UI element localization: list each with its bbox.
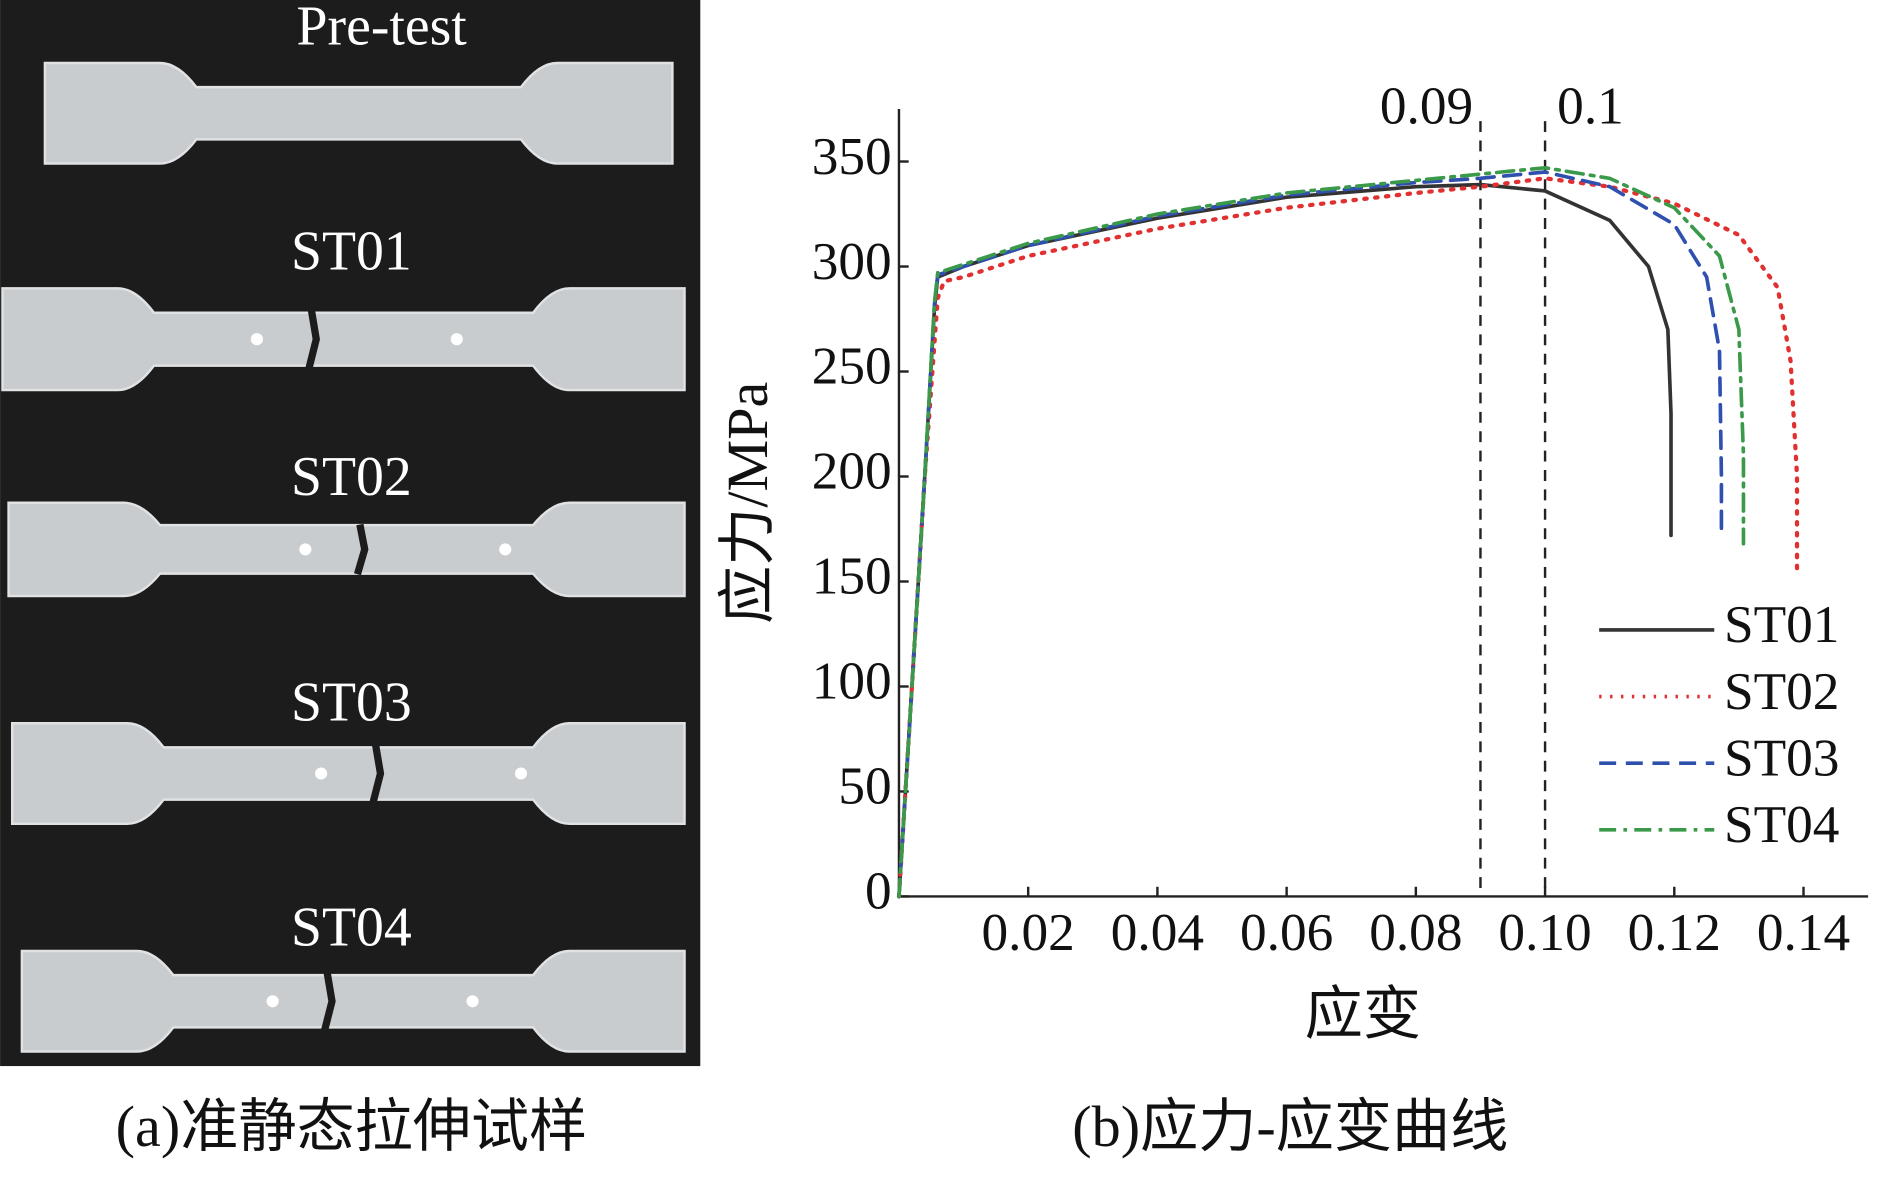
- series-line: [897, 170, 1724, 899]
- fracture: [305, 309, 320, 370]
- chart-title: (b)应力-应变曲线: [1072, 1094, 1508, 1159]
- series-line: [896, 176, 1800, 899]
- specimen: [7, 501, 686, 598]
- gauge-dot: [466, 995, 479, 1008]
- fracture: [321, 972, 336, 1031]
- specimen-label: ST04: [291, 897, 412, 959]
- y-tick-label: 0: [865, 862, 892, 921]
- gauge-dot: [299, 543, 312, 556]
- fracture: [353, 523, 369, 576]
- y-tick-label: 250: [812, 337, 892, 396]
- legend-label: ST02: [1724, 662, 1840, 721]
- x-axis-label: 应变: [1305, 981, 1421, 1046]
- x-tick-label: 0.10: [1498, 903, 1591, 962]
- specimen-label: Pre-test: [297, 0, 468, 57]
- y-axis-label: 应力/MPa: [715, 382, 780, 624]
- legend-label: ST04: [1724, 795, 1840, 854]
- x-tick-label: 0.12: [1628, 903, 1721, 962]
- specimen: [20, 949, 686, 1053]
- fracture: [369, 744, 385, 803]
- gauge-dot: [266, 995, 279, 1008]
- x-tick-label: 0.08: [1369, 903, 1462, 962]
- y-tick-label: 100: [812, 652, 892, 711]
- specimen: [1, 287, 686, 392]
- specimen: [10, 722, 686, 825]
- specimen-label: ST03: [291, 671, 412, 733]
- series-line: [897, 165, 1746, 899]
- gauge-dot: [250, 333, 263, 346]
- legend-label: ST03: [1724, 728, 1840, 787]
- series-line: [897, 182, 1673, 899]
- gauge-dot: [450, 333, 463, 346]
- caption: (a)准静态拉伸试样: [116, 1094, 587, 1159]
- x-tick-label: 0.06: [1240, 903, 1333, 962]
- y-tick-label: 50: [838, 757, 891, 816]
- gauge-dot: [315, 767, 328, 780]
- specimen-label: ST02: [291, 446, 412, 508]
- legend-label: ST01: [1724, 595, 1840, 654]
- y-tick-label: 300: [812, 232, 892, 291]
- y-tick-label: 350: [812, 127, 892, 186]
- y-tick-label: 150: [812, 547, 892, 606]
- reference-label: 0.1: [1557, 77, 1624, 136]
- y-tick-label: 200: [812, 442, 892, 501]
- x-tick-label: 0.04: [1111, 903, 1204, 962]
- x-tick-label: 0.14: [1757, 903, 1850, 962]
- gauge-dot: [499, 543, 512, 556]
- gauge-dot: [514, 767, 528, 780]
- specimen-label: ST01: [291, 221, 412, 283]
- x-tick-label: 0.02: [982, 903, 1075, 962]
- specimen: [43, 61, 674, 165]
- reference-label: 0.09: [1380, 77, 1473, 136]
